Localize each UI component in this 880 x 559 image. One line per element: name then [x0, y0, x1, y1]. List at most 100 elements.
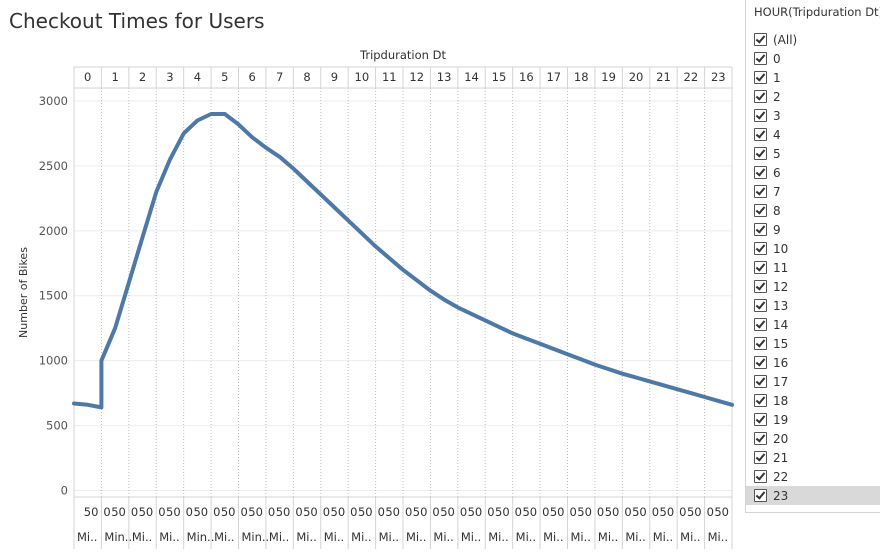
filter-item-label: 12	[773, 279, 789, 294]
filter-item-label: 5	[773, 146, 781, 161]
filter-item[interactable]: 1	[746, 68, 880, 87]
checkbox-checked-icon[interactable]	[754, 413, 767, 426]
filter-item[interactable]: 12	[746, 277, 880, 296]
x-footer-label: Min..	[187, 530, 215, 544]
checkbox-checked-icon[interactable]	[754, 242, 767, 255]
checkbox-checked-icon[interactable]	[754, 318, 767, 331]
panel-header-label: 0	[84, 70, 91, 84]
panel-header-label: 4	[194, 70, 201, 84]
filter-item[interactable]: 4	[746, 125, 880, 144]
x-footer-label: Mi..	[433, 530, 453, 544]
filter-item[interactable]: 16	[746, 353, 880, 372]
filter-item[interactable]: 11	[746, 258, 880, 277]
filter-item-label: 8	[773, 203, 781, 218]
checkbox-checked-icon[interactable]	[754, 337, 767, 350]
checkbox-checked-icon[interactable]	[754, 356, 767, 369]
x-footer-label: Mi..	[406, 530, 426, 544]
filter-item[interactable]: 2	[746, 87, 880, 106]
filter-item[interactable]: 0	[746, 49, 880, 68]
checkbox-checked-icon[interactable]	[754, 33, 767, 46]
checkbox-checked-icon[interactable]	[754, 432, 767, 445]
filter-item[interactable]: 5	[746, 144, 880, 163]
checkbox-checked-icon[interactable]	[754, 261, 767, 274]
panel-header-label: 2	[139, 70, 146, 84]
x-tick-label: 50	[248, 505, 263, 519]
panel-header-label: 22	[684, 70, 699, 84]
filter-item[interactable]: 14	[746, 315, 880, 334]
checkbox-checked-icon[interactable]	[754, 52, 767, 65]
checkbox-checked-icon[interactable]	[754, 280, 767, 293]
x-footer-label: Mi..	[132, 530, 152, 544]
filter-item[interactable]: (All)	[746, 30, 880, 49]
x-tick-label: 0	[487, 505, 494, 519]
y-tick-label: 2000	[39, 224, 68, 238]
series-line	[72, 112, 734, 410]
checkbox-checked-icon[interactable]	[754, 185, 767, 198]
filter-item[interactable]: 21	[746, 448, 880, 467]
filter-item-label: 19	[773, 412, 789, 427]
x-tick-label: 50	[139, 505, 154, 519]
checkbox-checked-icon[interactable]	[754, 223, 767, 236]
checkbox-checked-icon[interactable]	[754, 451, 767, 464]
checkbox-checked-icon[interactable]	[754, 166, 767, 179]
filter-item[interactable]: 8	[746, 201, 880, 220]
x-tick-label: 50	[495, 505, 510, 519]
panel-header-label: 7	[276, 70, 283, 84]
panel-header-label: 20	[629, 70, 644, 84]
filter-item[interactable]: 9	[746, 220, 880, 239]
checkbox-checked-icon[interactable]	[754, 204, 767, 217]
column-header-label: Tripduration Dt	[359, 48, 446, 62]
checkbox-checked-icon[interactable]	[754, 147, 767, 160]
panel-header-label: 18	[574, 70, 589, 84]
checkbox-checked-icon[interactable]	[754, 375, 767, 388]
filter-item[interactable]: 15	[746, 334, 880, 353]
x-footer-label: Mi..	[379, 530, 399, 544]
y-tick-label: 1500	[39, 289, 68, 303]
filter-item-label: 21	[773, 450, 789, 465]
x-tick-label: 50	[660, 505, 675, 519]
x-tick-label: 50	[605, 505, 620, 519]
filter-item-label: 6	[773, 165, 781, 180]
filter-item[interactable]: 7	[746, 182, 880, 201]
checkbox-checked-icon[interactable]	[754, 299, 767, 312]
x-tick-label: 0	[158, 505, 165, 519]
panel-headers: 0 1 2 3 4 5 6 7 8 9 10 11 12 13 14 15 16 17 18 19 20 21 22 23	[84, 67, 726, 88]
checkbox-checked-icon[interactable]	[754, 90, 767, 103]
x-tick-label: 0	[103, 505, 110, 519]
filter-item[interactable]: 17	[746, 372, 880, 391]
filter-item-label: 18	[773, 393, 789, 408]
filter-item[interactable]: 6	[746, 163, 880, 182]
y-tick-label: 3000	[39, 94, 68, 108]
filter-item[interactable]: 10	[746, 239, 880, 258]
checkbox-checked-icon[interactable]	[754, 109, 767, 122]
x-tick-label: 0	[268, 505, 275, 519]
filter-item-label: 4	[773, 127, 781, 142]
filter-item[interactable]: 20	[746, 429, 880, 448]
x-tick-label: 50	[221, 505, 236, 519]
filter-item-label: 14	[773, 317, 789, 332]
panel-header-label: 21	[656, 70, 671, 84]
filter-item[interactable]: 13	[746, 296, 880, 315]
x-tick-label: 50	[413, 505, 428, 519]
panel-header-label: 10	[355, 70, 370, 84]
checkbox-checked-icon[interactable]	[754, 128, 767, 141]
checkbox-checked-icon[interactable]	[754, 470, 767, 483]
x-tick-label: 50	[632, 505, 647, 519]
filter-item[interactable]: 18	[746, 391, 880, 410]
panel-header-label: 16	[519, 70, 534, 84]
checkbox-checked-icon[interactable]	[754, 489, 767, 502]
x-tick-label: 50	[276, 505, 291, 519]
checkbox-checked-icon[interactable]	[754, 394, 767, 407]
x-tick-label: 0	[131, 505, 138, 519]
filter-item[interactable]: 23	[746, 486, 880, 505]
filter-item[interactable]: 3	[746, 106, 880, 125]
panel-header-label: 14	[464, 70, 479, 84]
x-footer-label: Mi..	[324, 530, 344, 544]
filter-item-label: 11	[773, 260, 789, 275]
filter-item[interactable]: 22	[746, 467, 880, 486]
filter-list: (All) 0 1 2 3 4 5 6 7 8 9 10 11 12 13 14 15 16 17 18 19 20 21 2…	[746, 30, 880, 505]
x-tick-label: 0	[432, 505, 439, 519]
filter-item[interactable]: 19	[746, 410, 880, 429]
checkbox-checked-icon[interactable]	[754, 71, 767, 84]
filter-title: HOUR(Tripduration Dt)	[754, 5, 880, 19]
